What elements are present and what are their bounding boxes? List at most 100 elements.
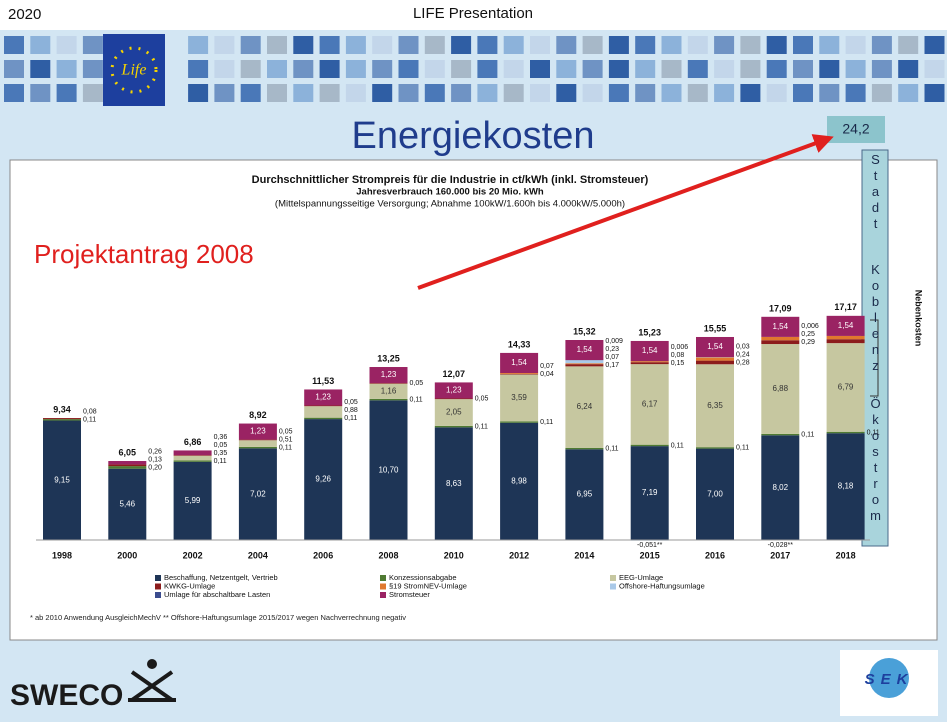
value-label: 0,26 (148, 448, 162, 455)
value-label: 8,18 (838, 482, 854, 491)
value-label: 0,009 (605, 338, 623, 345)
mosaic-tile (82, 84, 103, 102)
mosaic-tile (451, 60, 472, 78)
mosaic-tile (82, 60, 103, 78)
mosaic-tile (398, 36, 419, 54)
value-label: 0,25 (801, 331, 815, 338)
bar-segment (826, 431, 865, 434)
mosaic-band (4, 36, 945, 102)
mosaic-tile (898, 36, 919, 54)
bar-segment (369, 400, 408, 540)
bar-segment (696, 364, 734, 448)
bar-segment (500, 421, 539, 423)
bar-segment (696, 336, 734, 358)
value-label: 0,05 (279, 428, 293, 435)
logo: SWECO (10, 679, 123, 712)
mosaic-tile (898, 84, 919, 102)
value-label: 0,15 (671, 360, 685, 367)
bar-segment (43, 419, 81, 421)
mosaic-tile (924, 84, 945, 102)
mosaic-tile (240, 84, 261, 102)
bar-segment (43, 420, 81, 540)
mosaic-tile (608, 36, 629, 54)
mosaic-tile (608, 84, 629, 102)
mosaic-tile (687, 60, 708, 78)
bar-segment (108, 466, 147, 469)
mosaic-tile (556, 60, 577, 78)
legend-swatch (380, 583, 386, 590)
x-tick-label: 2002 (183, 550, 203, 560)
mosaic-tile (766, 84, 787, 102)
value-label: 6,24 (577, 402, 593, 411)
value-label: 0,11 (801, 431, 814, 438)
side-word: Koblenz (868, 262, 883, 374)
mosaic-tile (477, 36, 498, 54)
bar-segment (43, 418, 81, 420)
logo-icon (128, 670, 176, 702)
bar-segment (108, 464, 147, 467)
mosaic-tile (319, 84, 340, 102)
bar-segment (434, 398, 473, 400)
mosaic-tile (871, 60, 892, 78)
total-label: 6,86 (184, 437, 202, 447)
value-label: 7,02 (250, 489, 266, 498)
bar-segment (696, 357, 734, 361)
mosaic-tile (871, 84, 892, 102)
value-label: 0,11 (279, 444, 292, 451)
value-label: 0,29 (801, 339, 815, 346)
value-label: 0,05 (214, 442, 228, 449)
bar-segment (761, 336, 800, 341)
value-label: 1,54 (838, 321, 854, 330)
mosaic-tile (582, 36, 603, 54)
legend-swatch (610, 583, 616, 590)
bar-segment (565, 366, 604, 448)
mosaic-tile (345, 60, 366, 78)
bar-segment (565, 447, 604, 450)
mosaic-tile (451, 36, 472, 54)
value-label: 0,36 (214, 434, 228, 441)
total-label: 15,32 (573, 326, 596, 336)
mosaic-tile (345, 36, 366, 54)
mosaic-tile (740, 84, 761, 102)
value-label: 1,54 (511, 358, 527, 367)
value-label: 6,17 (642, 400, 658, 409)
mosaic-tile (714, 36, 735, 54)
value-label: 0,51 (279, 436, 293, 443)
value-label: 0,11 (605, 445, 618, 452)
value-label: 5,46 (120, 499, 136, 508)
bar-segment (238, 423, 277, 440)
legend-label: §19 StromNEV-Umlage (389, 581, 467, 590)
legend-label: Offshore-Haftungsumlage (619, 581, 705, 590)
mosaic-tile (372, 60, 393, 78)
mosaic-tile (687, 36, 708, 54)
value-label: 0,13 (148, 456, 162, 463)
bar-segment (500, 374, 539, 422)
bar-segment (369, 383, 408, 384)
mosaic-tile (345, 84, 366, 102)
bar-segment (238, 446, 277, 449)
value-label: 0,20 (148, 464, 162, 471)
total-label: 9,34 (53, 404, 71, 414)
bar-segment (565, 363, 604, 365)
mosaic-tile (293, 60, 314, 78)
mosaic-tile (188, 36, 209, 54)
x-tick-label: 2012 (509, 550, 529, 560)
value-label: 1,54 (773, 322, 789, 331)
mosaic-tile (924, 36, 945, 54)
bar-segment (173, 455, 212, 461)
mosaic-tile (635, 36, 656, 54)
bar-segment (173, 461, 212, 540)
value-label: 5,99 (185, 496, 201, 505)
mosaic-tile (30, 36, 51, 54)
bar-segment (696, 448, 734, 540)
chart-title: Jahresverbrauch 160.000 bis 20 Mio. kWh (356, 187, 544, 198)
legend-swatch (155, 583, 161, 590)
bar-segment (761, 316, 800, 337)
x-tick-label: 2015 (640, 550, 660, 560)
mosaic-tile (188, 60, 209, 78)
bar-segment (500, 373, 539, 374)
mosaic-tile (635, 84, 656, 102)
bar-segment (304, 389, 343, 406)
value-label: 6,95 (577, 490, 593, 499)
